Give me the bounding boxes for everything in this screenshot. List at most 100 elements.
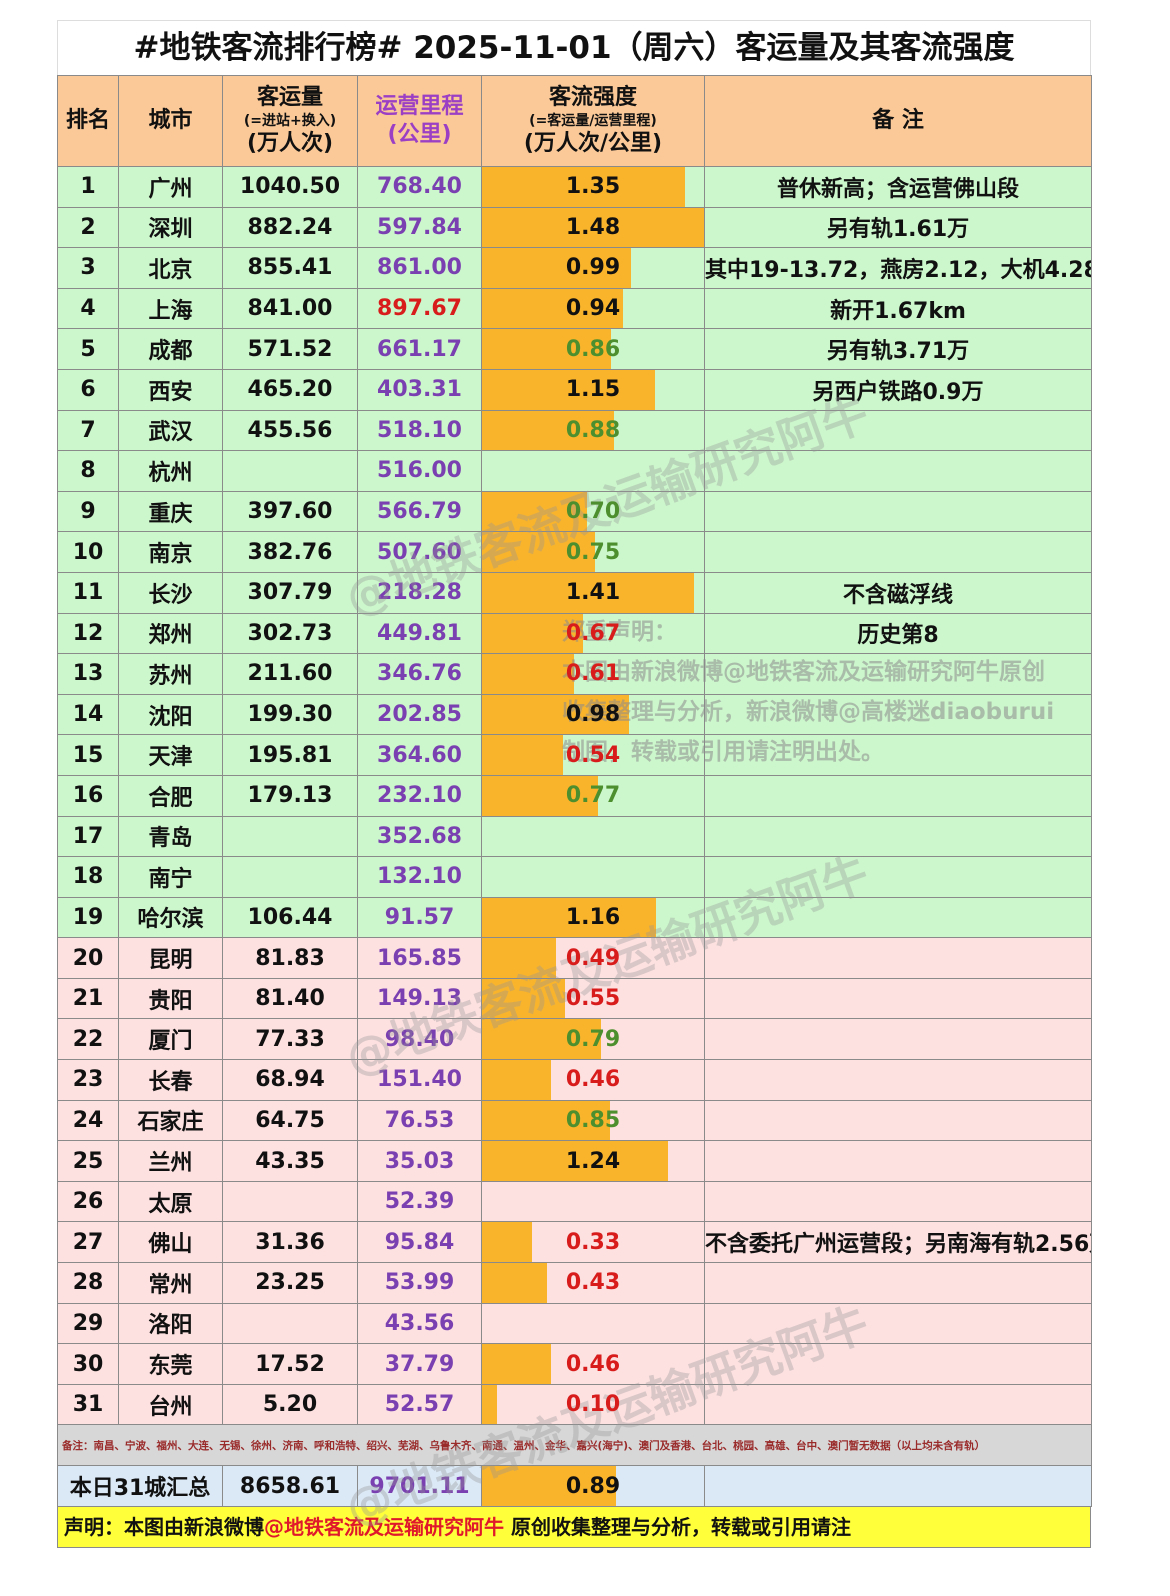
note-cell xyxy=(704,1018,1092,1061)
intensity-cell: 1.24 xyxy=(481,1140,705,1182)
intensity-value: 0.88 xyxy=(565,417,621,443)
intensity-bar xyxy=(482,532,595,572)
intensity-bar xyxy=(482,735,563,775)
table-row: 6 西安 465.20 403.31 1.15 另西户铁路0.9万 xyxy=(57,368,1092,411)
city-cell: 广州 xyxy=(118,166,223,208)
city-cell: 南京 xyxy=(118,531,223,573)
note-cell: 普休新高；含运营佛山段 xyxy=(704,166,1092,208)
intensity-bar xyxy=(482,208,704,247)
rank-cell: 16 xyxy=(57,774,119,817)
header-note: 备 注 xyxy=(704,75,1092,167)
intensity-bar xyxy=(482,1141,668,1181)
note-cell xyxy=(704,450,1092,492)
intensity-value: 0.54 xyxy=(565,742,621,768)
intensity-cell: 0.79 xyxy=(481,1018,705,1061)
intensity-value: 0.98 xyxy=(565,702,621,728)
intensity-cell: 0.70 xyxy=(481,490,705,533)
note-cell: 其中19-13.72，燕房2.12，大机4.28万 xyxy=(704,247,1092,289)
intensity-value: 0.94 xyxy=(565,296,621,322)
declaration-bar: 声明：本图由新浪微博@地铁客流及运输研究阿牛 原创收集整理与分析，转载或引用请注 xyxy=(57,1507,1091,1549)
table-row: 7 武汉 455.56 518.10 0.88 xyxy=(57,409,1092,452)
intensity-cell: 0.77 xyxy=(481,774,705,817)
table-row: 10 南京 382.76 507.60 0.75 xyxy=(57,531,1092,573)
ridership-cell: 302.73 xyxy=(222,612,358,655)
note-cell: 另有轨1.61万 xyxy=(704,206,1092,249)
intensity-cell: 0.85 xyxy=(481,1099,705,1142)
ridership-cell: 64.75 xyxy=(222,1099,358,1142)
footnote-text: 备注：南昌、宁波、福州、大连、无锡、徐州、济南、呼和浩特、绍兴、芜湖、乌鲁木齐、… xyxy=(57,1424,1092,1467)
mileage-cell: 95.84 xyxy=(357,1221,482,1264)
city-cell: 洛阳 xyxy=(118,1302,223,1345)
mileage-cell: 346.76 xyxy=(357,653,482,695)
intensity-bar xyxy=(482,492,587,531)
mileage-cell: 449.81 xyxy=(357,612,482,655)
note-cell xyxy=(704,1262,1092,1304)
intensity-bar xyxy=(482,1263,547,1303)
intensity-value: 0.67 xyxy=(565,620,621,646)
rank-cell: 15 xyxy=(57,734,119,776)
mileage-cell: 507.60 xyxy=(357,531,482,573)
intensity-bar xyxy=(482,411,614,450)
total-ridership: 8658.61 xyxy=(222,1465,358,1508)
intensity-cell: 0.43 xyxy=(481,1262,705,1304)
ridership-cell: 17.52 xyxy=(222,1343,358,1385)
rank-cell: 5 xyxy=(57,328,119,370)
table-row: 4 上海 841.00 897.67 0.94 新开1.67km xyxy=(57,287,1092,330)
intensity-bar xyxy=(482,573,694,613)
mileage-cell: 518.10 xyxy=(357,409,482,452)
intensity-value: 0.61 xyxy=(565,661,621,687)
ridership-cell: 882.24 xyxy=(222,206,358,249)
intensity-value: 0.70 xyxy=(565,499,621,525)
intensity-value: 0.55 xyxy=(565,986,621,1012)
table-row: 21 贵阳 81.40 149.13 0.55 xyxy=(57,977,1092,1020)
note-cell xyxy=(704,1140,1092,1182)
ridership-cell: 81.40 xyxy=(222,977,358,1020)
rank-cell: 28 xyxy=(57,1262,119,1304)
city-cell: 长沙 xyxy=(118,571,223,614)
intensity-value: 1.15 xyxy=(565,377,621,403)
table-row: 28 常州 23.25 53.99 0.43 xyxy=(57,1262,1092,1304)
ridership-cell xyxy=(222,1180,358,1223)
ridership-cell xyxy=(222,450,358,492)
intensity-cell xyxy=(481,1180,705,1223)
mileage-cell: 35.03 xyxy=(357,1140,482,1182)
table-row: 24 石家庄 64.75 76.53 0.85 xyxy=(57,1099,1092,1142)
ridership-cell: 465.20 xyxy=(222,368,358,411)
intensity-cell: 0.46 xyxy=(481,1343,705,1385)
city-cell: 佛山 xyxy=(118,1221,223,1264)
intensity-bar xyxy=(482,1385,497,1424)
header-rank: 排名 xyxy=(57,75,119,167)
rank-cell: 27 xyxy=(57,1221,119,1264)
city-cell: 厦门 xyxy=(118,1018,223,1061)
note-cell xyxy=(704,856,1092,898)
total-intensity-value: 0.89 xyxy=(565,1473,621,1499)
rank-cell: 12 xyxy=(57,612,119,655)
table-row: 5 成都 571.52 661.17 0.86 另有轨3.71万 xyxy=(57,328,1092,370)
ridership-cell: 571.52 xyxy=(222,328,358,370)
intensity-cell xyxy=(481,450,705,492)
header-city: 城市 xyxy=(118,75,223,167)
intensity-cell: 0.54 xyxy=(481,734,705,776)
mileage-cell: 43.56 xyxy=(357,1302,482,1345)
intensity-cell: 0.98 xyxy=(481,693,705,736)
mileage-cell: 52.57 xyxy=(357,1383,482,1426)
declaration-suffix: 原创收集整理与分析，转载或引用请注 xyxy=(504,1515,851,1540)
intensity-value: 1.35 xyxy=(565,174,621,200)
rank-cell: 24 xyxy=(57,1099,119,1142)
intensity-bar xyxy=(482,938,556,978)
mileage-cell: 861.00 xyxy=(357,247,482,289)
rank-cell: 22 xyxy=(57,1018,119,1061)
note-cell: 不含委托广州运营段；另南海有轨2.56万 xyxy=(704,1221,1092,1264)
total-row: 本日31城汇总 8658.61 9701.11 0.89 xyxy=(57,1465,1092,1508)
table-row: 29 洛阳 43.56 xyxy=(57,1302,1092,1345)
declaration-prefix: 声明：本图由新浪微博 xyxy=(64,1515,264,1540)
intensity-cell: 1.48 xyxy=(481,206,705,249)
table-row: 12 郑州 302.73 449.81 0.67 历史第8 xyxy=(57,612,1092,655)
ridership-cell: 43.35 xyxy=(222,1140,358,1182)
intensity-bar xyxy=(482,1101,610,1140)
city-cell: 重庆 xyxy=(118,490,223,533)
intensity-bar xyxy=(482,695,629,734)
note-cell xyxy=(704,490,1092,533)
rank-cell: 1 xyxy=(57,166,119,208)
note-cell xyxy=(704,1343,1092,1385)
